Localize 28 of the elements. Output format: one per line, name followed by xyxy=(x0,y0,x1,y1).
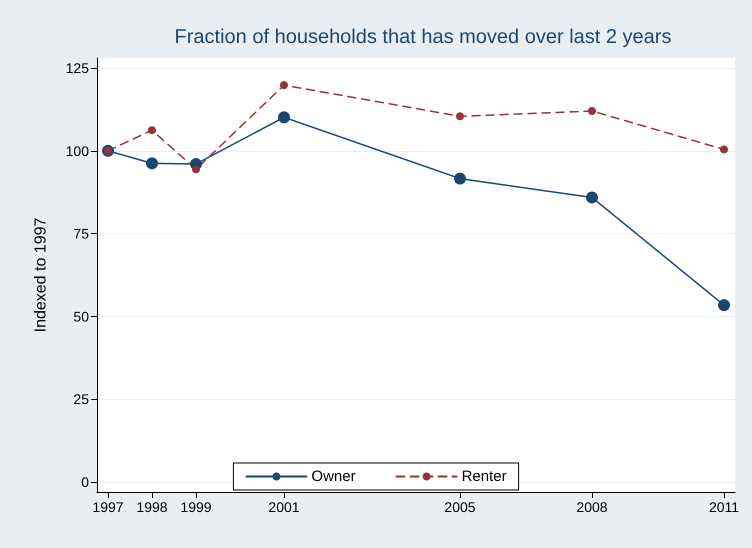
point xyxy=(146,157,158,170)
point xyxy=(192,165,200,174)
y-tick-label: 25 xyxy=(73,391,90,408)
point xyxy=(456,112,464,120)
x-tick-label: 2001 xyxy=(268,499,300,515)
x-tick-label: 1998 xyxy=(136,499,168,515)
y-axis-title: Indexed to 1997 xyxy=(32,218,50,332)
point xyxy=(588,107,596,116)
point xyxy=(720,145,728,154)
x-tick-label: 2005 xyxy=(444,499,476,515)
x-tick-label: 1997 xyxy=(92,499,124,515)
y-tick-label: 75 xyxy=(73,226,90,242)
x-tick-label: 1999 xyxy=(180,499,212,515)
legend-label: Renter xyxy=(462,468,507,485)
x-tick-label: 2011 xyxy=(708,499,740,515)
chart-title: Fraction of households that has moved over last 2 years xyxy=(174,26,672,48)
point xyxy=(278,111,290,124)
x-tick-label: 2008 xyxy=(576,499,608,515)
point xyxy=(586,191,598,204)
point xyxy=(718,299,730,312)
point xyxy=(148,126,156,134)
y-tick-label: 50 xyxy=(73,308,90,324)
y-tick-label: 125 xyxy=(66,60,90,76)
point xyxy=(280,81,288,90)
y-tick-label: 0 xyxy=(81,474,90,490)
y-tick-label: 100 xyxy=(66,142,90,159)
point xyxy=(454,172,466,185)
legend-label: Owner xyxy=(311,468,356,485)
